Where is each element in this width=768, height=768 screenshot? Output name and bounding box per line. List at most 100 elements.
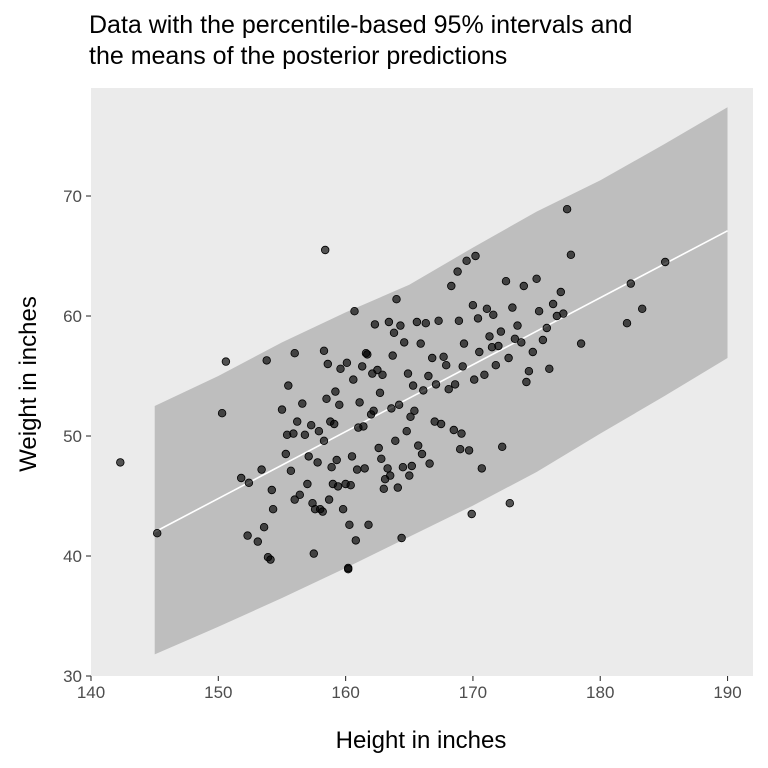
data-point (344, 565, 353, 574)
data-point (335, 400, 344, 409)
data-point (410, 406, 419, 415)
data-point (403, 369, 413, 378)
data-point (522, 377, 531, 387)
data-point (491, 361, 500, 370)
data-point (324, 495, 334, 504)
data-point (314, 427, 324, 436)
data-point (391, 436, 400, 445)
data-point (454, 316, 464, 325)
data-point (266, 555, 275, 564)
data-point (384, 317, 394, 327)
data-point (428, 353, 437, 363)
data-point (419, 386, 428, 395)
data-point (519, 281, 528, 291)
chart-title: Data with the percentile-based 95% inter… (89, 10, 759, 72)
data-point (349, 375, 358, 384)
data-point (498, 442, 507, 451)
data-point (473, 314, 483, 323)
data-point (444, 385, 453, 394)
data-point (318, 507, 327, 516)
data-point (386, 471, 395, 480)
data-point (425, 459, 434, 468)
data-point (345, 520, 354, 529)
data-point (496, 327, 506, 336)
data-point (378, 370, 387, 379)
data-point (375, 388, 385, 397)
data-point (338, 505, 348, 514)
x-tick-label: 190 (713, 683, 741, 702)
chart-title-line-1: Data with the percentile-based 95% inter… (89, 11, 633, 39)
data-point (407, 461, 416, 471)
data-point (347, 452, 357, 461)
data-point (559, 309, 568, 318)
data-point (330, 419, 339, 429)
data-point (542, 323, 551, 333)
data-point (528, 347, 537, 357)
data-point (116, 458, 125, 467)
data-point (304, 452, 313, 461)
data-point (355, 398, 364, 407)
data-point (532, 274, 541, 283)
data-point (277, 405, 287, 414)
data-point (333, 482, 343, 491)
data-point (504, 353, 513, 363)
data-point (449, 425, 458, 435)
data-point (383, 464, 392, 473)
data-point (360, 464, 369, 473)
data-point (436, 419, 446, 429)
data-point (545, 364, 554, 373)
data-point (331, 387, 340, 396)
data-point (467, 509, 476, 519)
data-point (626, 279, 635, 288)
data-point (236, 473, 246, 483)
data-point (290, 349, 299, 358)
data-point (505, 499, 514, 508)
data-point (556, 287, 565, 297)
data-point (290, 495, 299, 504)
data-point (459, 339, 469, 348)
data-point (462, 256, 471, 265)
data-point (638, 304, 647, 313)
data-point (412, 317, 422, 327)
data-point (468, 301, 478, 310)
data-point (417, 449, 427, 459)
data-point (259, 523, 269, 532)
data-point (244, 478, 254, 487)
data-point (424, 371, 433, 381)
data-point (243, 531, 252, 540)
data-point (321, 245, 330, 255)
y-tick-label: 50 (63, 427, 82, 446)
x-tick-label: 160 (331, 683, 359, 702)
data-point (494, 341, 503, 351)
data-point (303, 479, 312, 489)
data-point (253, 537, 262, 546)
y-axis: 30 40 50 60 70 (63, 187, 91, 686)
data-point (322, 394, 331, 403)
data-point (293, 417, 302, 426)
data-point (450, 380, 460, 389)
data-point (346, 481, 355, 490)
data-point (400, 338, 409, 347)
data-point (470, 375, 479, 384)
data-point (363, 350, 372, 359)
data-point (434, 316, 443, 325)
data-point (480, 370, 489, 379)
data-point (397, 533, 406, 543)
data-point (369, 406, 378, 415)
data-point (396, 321, 405, 330)
data-point (373, 365, 382, 375)
data-point (267, 485, 276, 495)
data-point (262, 356, 271, 365)
data-point (300, 430, 310, 439)
data-point (364, 520, 373, 529)
data-point (336, 364, 345, 373)
data-point (475, 347, 484, 357)
data-point (152, 529, 162, 538)
data-point (393, 483, 402, 492)
data-point (538, 335, 548, 345)
data-point (295, 490, 304, 499)
y-tick-label: 30 (63, 667, 82, 686)
data-point (534, 307, 544, 316)
x-tick-label: 180 (586, 683, 614, 702)
